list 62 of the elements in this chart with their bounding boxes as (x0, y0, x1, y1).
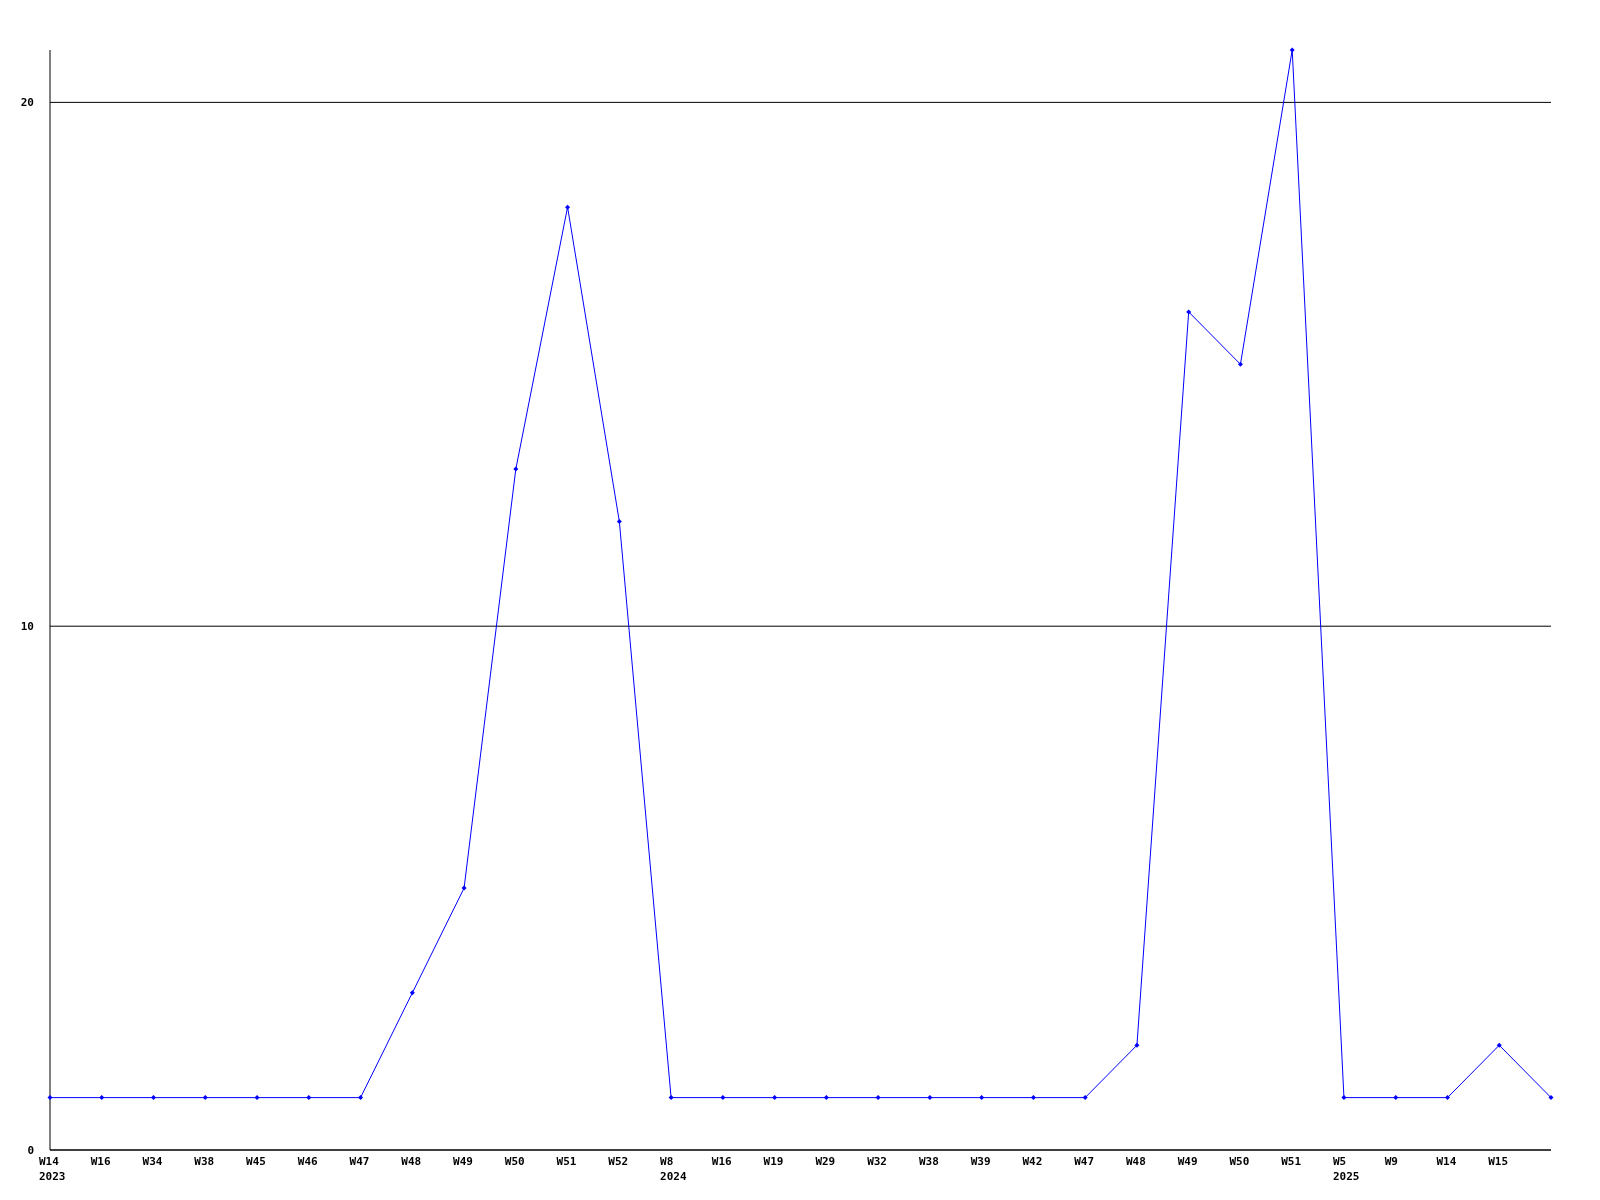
x-tick-label: W8 2024 (660, 1155, 687, 1183)
point (720, 1095, 726, 1101)
point (513, 466, 519, 472)
point (99, 1095, 105, 1101)
point (927, 1095, 933, 1101)
x-tick-label: W14 2023 (39, 1155, 66, 1183)
point (565, 204, 571, 210)
point (254, 1095, 260, 1101)
x-tick-label: W45 (246, 1155, 266, 1168)
x-tick-label: W39 (970, 1155, 991, 1168)
x-tick-label: W50 (1229, 1155, 1250, 1168)
x-tick-label: W48 (401, 1155, 422, 1168)
point (1341, 1095, 1347, 1101)
point (1030, 1095, 1036, 1101)
x-tick-label: W51 (1281, 1155, 1302, 1168)
point (1444, 1095, 1450, 1101)
x-tick-label: W9 (1384, 1155, 1398, 1168)
point (1134, 1042, 1140, 1048)
point (409, 990, 415, 996)
x-tick-label: W46 (297, 1155, 319, 1168)
x-tick-label: W49 (453, 1155, 473, 1168)
point (979, 1095, 985, 1101)
point (1289, 47, 1295, 53)
x-tick-label: W49 (1177, 1155, 1198, 1168)
point (1393, 1095, 1399, 1101)
y-tick-label: 0 (27, 1143, 34, 1157)
y-tick-label: 10 (20, 620, 34, 634)
point (668, 1095, 674, 1101)
x-tick-label: W47 (349, 1155, 370, 1168)
point (1186, 309, 1192, 315)
point (1548, 1095, 1554, 1101)
x-tick-label: W50 (504, 1155, 525, 1168)
x-tick-label: W29 (815, 1155, 836, 1168)
point (47, 1095, 53, 1101)
x-tick-label: W48 (1125, 1155, 1146, 1168)
point (306, 1095, 312, 1101)
x-tick-label: W42 (1022, 1155, 1043, 1168)
point (1082, 1095, 1088, 1101)
point (1496, 1042, 1502, 1048)
x-tick-label: W16 (90, 1155, 111, 1168)
x-tick-label: W19 (763, 1155, 784, 1168)
point (875, 1095, 881, 1101)
x-tick-label: W15 (1488, 1155, 1509, 1168)
x-tick-label: W32 (867, 1155, 888, 1168)
point (616, 518, 622, 524)
point (151, 1095, 157, 1101)
point (202, 1095, 208, 1101)
x-tick-label: W47 (1074, 1155, 1095, 1168)
x-tick-label: W38 (194, 1155, 215, 1168)
point (358, 1095, 364, 1101)
x-tick-label: W34 (142, 1155, 163, 1168)
point (772, 1095, 778, 1101)
x-tick-label: W51 (556, 1155, 577, 1168)
y-tick-label: 20 (20, 96, 34, 110)
point (823, 1095, 829, 1101)
x-tick-label: W5 2025 (1332, 1155, 1360, 1183)
x-tick-label: W38 (918, 1155, 939, 1168)
point (461, 885, 467, 891)
point (1237, 361, 1243, 367)
x-tick-label: W16 (711, 1155, 733, 1168)
x-tick-label: W52 (608, 1155, 629, 1168)
x-tick-label: W14 (1436, 1155, 1457, 1168)
